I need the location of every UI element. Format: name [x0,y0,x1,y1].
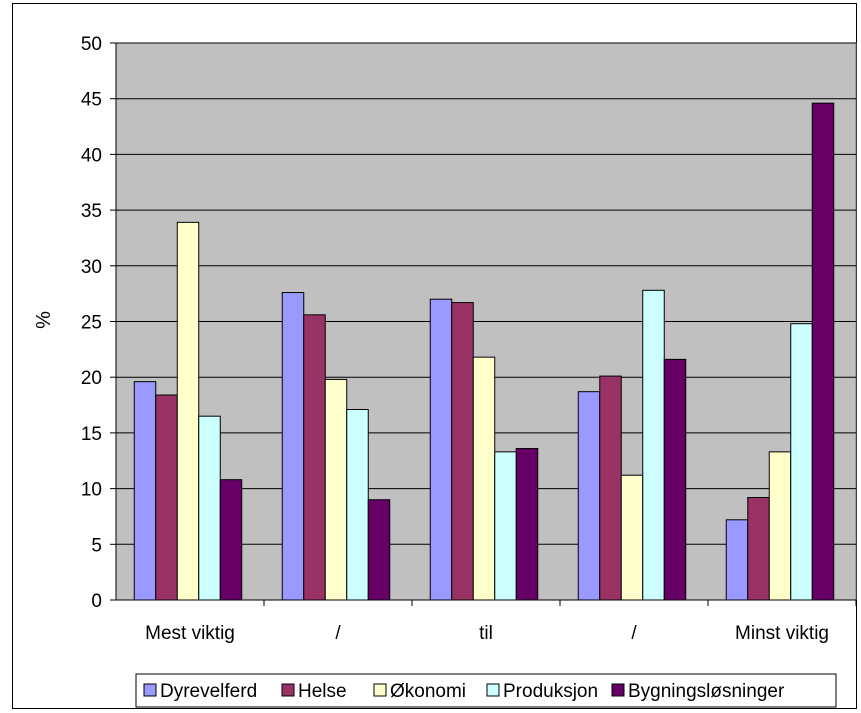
legend-swatch [611,683,625,697]
y-tick-label: 35 [81,201,102,222]
bar-helse [599,375,622,601]
x-tick-label: Mest viktig [145,623,235,644]
y-tick-label: 25 [81,313,102,334]
legend-label: Dyrevelferd [160,681,257,702]
x-tick-label: / [335,623,341,644]
bar-bygningsløsninger [515,447,539,601]
bars [133,102,835,601]
y-tick-label: 30 [81,257,102,278]
bar-økonomi [324,378,348,601]
y-tick-label: 20 [81,368,102,389]
x-tick-label: Minst viktig [735,623,829,644]
y-tick-label: 10 [81,480,102,501]
bar-produksjon [494,451,517,601]
x-tick-label: til [479,623,493,644]
legend-swatch [373,683,387,697]
bar-økonomi [472,356,496,601]
axes: 0 5 10 15 20 25 30 35 40 45 50 Mest viktig / til / Mins… [81,34,857,644]
y-tick-label: 50 [81,34,102,55]
bar-bygningsløsninger [811,102,835,601]
bar-produksjon [346,409,369,601]
y-tick-label: 45 [81,90,102,111]
bar-produksjon [790,323,813,601]
bar-dyrevelferd [429,298,453,601]
bar-produksjon [642,289,665,601]
y-axis-title: % [33,311,55,329]
bar-bygningsløsninger [367,499,391,601]
bar-helse [155,394,178,601]
y-tick-label: 40 [81,145,102,166]
bar-produksjon [198,415,221,601]
x-tick-label: / [631,623,637,644]
legend-swatch [143,683,157,697]
bar-økonomi [176,221,200,601]
y-tick-label: 5 [91,535,102,556]
bar-bygningsløsninger [663,358,687,601]
bar-helse [747,497,770,601]
bar-helse [303,314,326,601]
legend-label: Helse [298,681,347,702]
legend-label: Bygningsløsninger [628,681,785,702]
bar-dyrevelferd [577,391,601,601]
bar-helse [451,302,474,601]
legend-swatch [281,683,295,697]
legend-box [135,673,837,708]
bar-økonomi [768,451,792,601]
bar-dyrevelferd [725,519,749,601]
legend: Dyrevelferd Helse Økonomi Produksjon Bygning… [135,673,837,708]
legend-label: Økonomi [390,681,466,702]
bar-dyrevelferd [133,381,157,601]
bar-dyrevelferd [281,292,305,601]
legend-swatch [486,683,500,697]
y-tick-label: 0 [91,591,102,612]
bar-bygningsløsninger [219,479,243,601]
y-tick-label: 15 [81,424,102,445]
legend-label: Produksjon [503,681,598,702]
bar-økonomi [620,474,644,601]
